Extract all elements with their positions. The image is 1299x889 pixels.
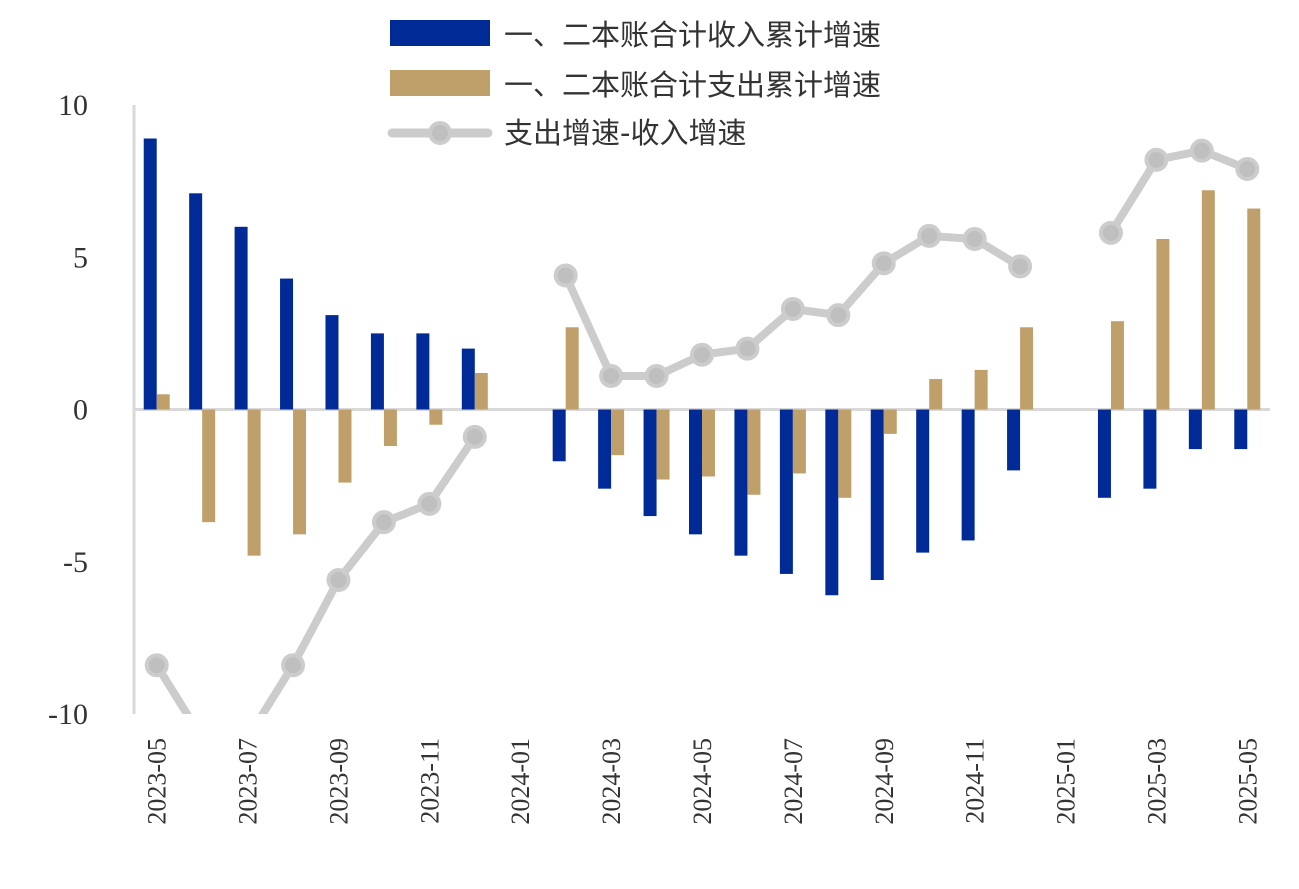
bar-expenditure xyxy=(702,409,715,477)
bar-income xyxy=(825,409,839,596)
y-tick-label: -10 xyxy=(48,698,88,731)
bar-expenditure xyxy=(1110,321,1124,410)
bar-income xyxy=(961,409,975,541)
gap-line-group xyxy=(144,138,1260,748)
gap-line-point xyxy=(462,424,487,449)
x-tick-label: 2024-11 xyxy=(961,738,990,824)
bar-income xyxy=(1097,409,1111,498)
bar-expenditure xyxy=(474,372,488,410)
legend-swatch-expenditure xyxy=(390,70,490,96)
x-tick-label: 2024-03 xyxy=(597,738,626,825)
x-tick-label: 2023-11 xyxy=(415,738,444,824)
bar-expenditure xyxy=(293,409,307,535)
bar-expenditure xyxy=(202,409,216,523)
axes: 10 5 0 -5 -10 2023-05 2023-07 2023-09 2023-11 202… xyxy=(48,89,1270,825)
plot-area xyxy=(143,138,1261,748)
bar-income xyxy=(643,409,657,517)
bar-expenditure xyxy=(611,409,625,456)
gap-line-point xyxy=(144,653,169,678)
bar-expenditure xyxy=(1201,190,1215,410)
y-tick-label: 0 xyxy=(73,394,88,427)
x-tick-label: 2024-07 xyxy=(779,738,808,825)
bar-income xyxy=(916,409,930,553)
bar-expenditure xyxy=(565,327,579,410)
bar-income xyxy=(325,315,339,410)
legend-label-gap: 支出增速-收入增速 xyxy=(504,116,746,150)
y-tick-label: 10 xyxy=(58,89,88,122)
bar-income xyxy=(552,409,566,462)
bar-expenditure xyxy=(974,369,988,410)
bar-income xyxy=(189,193,203,410)
gap-line-point xyxy=(871,251,896,276)
gap-line-point xyxy=(599,364,624,389)
x-tick-label: 2024-01 xyxy=(506,738,535,825)
legend-swatch-income xyxy=(390,20,490,46)
legend-label-expenditure: 一、二本账合计支出累计增速 xyxy=(504,68,881,102)
bar-income xyxy=(143,138,157,410)
bar-income xyxy=(461,348,475,410)
bar-income xyxy=(598,409,612,489)
bar-expenditure xyxy=(792,409,806,474)
bar-expenditure xyxy=(747,409,761,495)
bar-income xyxy=(1234,409,1248,450)
bar-income xyxy=(1007,409,1021,471)
gap-line-point xyxy=(1098,220,1123,245)
x-tick-label: 2024-09 xyxy=(870,738,899,825)
y-tick-label: 5 xyxy=(73,241,88,274)
gap-line-point xyxy=(917,223,942,248)
x-tick-label: 2024-05 xyxy=(688,738,717,825)
x-tick-label: 2025-05 xyxy=(1233,738,1262,825)
gap-line-point xyxy=(1189,138,1214,163)
gap-line-point xyxy=(281,653,306,678)
bar-income xyxy=(1143,409,1157,489)
gap-line-point xyxy=(371,510,396,535)
gap-line-series xyxy=(1106,146,1252,237)
gap-line-point xyxy=(553,263,578,288)
bar-expenditure xyxy=(383,409,397,447)
bar-expenditure xyxy=(338,409,352,483)
x-tick-label: 2025-03 xyxy=(1142,738,1171,825)
legend: 一、二本账合计收入累计增速 一、二本账合计支出累计增速 支出增速-收入增速 xyxy=(387,18,881,150)
gap-line-point xyxy=(1008,254,1033,279)
gap-line-point xyxy=(644,364,669,389)
bar-expenditure xyxy=(247,409,261,556)
bar-income xyxy=(234,226,248,410)
bar-expenditure xyxy=(156,394,170,410)
gap-line-point xyxy=(1235,156,1260,181)
legend-swatch-gap-marker xyxy=(428,121,452,145)
bar-expenditure xyxy=(656,409,670,480)
bar-income xyxy=(779,409,793,574)
gap-line-point xyxy=(780,297,805,322)
legend-label-income: 一、二本账合计收入累计增速 xyxy=(504,18,881,52)
bar-expenditure xyxy=(883,409,897,434)
gap-line-point xyxy=(326,568,351,593)
x-tick-label: 2025-01 xyxy=(1052,738,1081,825)
gap-line-point xyxy=(192,728,212,748)
bar-income xyxy=(280,278,294,410)
x-tick-label: 2023-05 xyxy=(143,738,172,825)
bar-income xyxy=(370,333,384,410)
bar-expenditure xyxy=(1247,208,1261,410)
bar-expenditure xyxy=(429,409,443,425)
x-tick-label: 2023-07 xyxy=(234,738,263,825)
bar-income xyxy=(689,409,702,535)
bar-expenditure xyxy=(1020,327,1034,410)
bar-income xyxy=(1188,409,1202,450)
bar-expenditure xyxy=(1156,238,1170,410)
gap-line-point xyxy=(826,303,851,328)
gap-line-point xyxy=(735,336,760,361)
bar-income xyxy=(870,409,884,581)
bar-income xyxy=(416,333,430,410)
y-tick-label: -5 xyxy=(63,546,88,579)
gap-line-point xyxy=(690,342,714,367)
gap-line-point xyxy=(1144,147,1169,172)
x-tick-label: 2023-09 xyxy=(324,738,353,825)
gap-line-point xyxy=(417,491,442,516)
bar-expenditure xyxy=(929,379,943,410)
bar-expenditure xyxy=(838,409,852,498)
gap-line-point xyxy=(962,226,987,251)
bar-income xyxy=(734,409,748,556)
